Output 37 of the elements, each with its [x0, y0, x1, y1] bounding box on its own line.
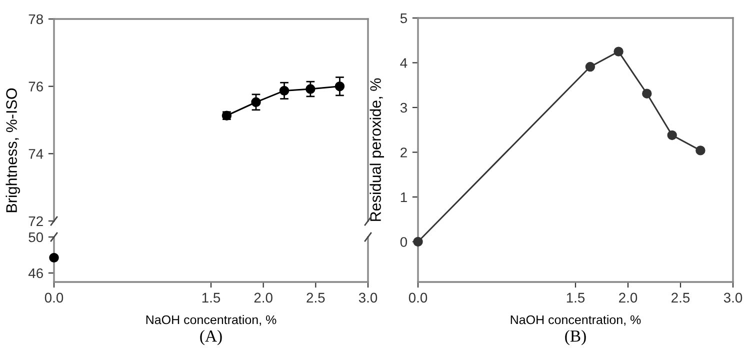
x-tick-label: 3.0	[358, 292, 378, 303]
x-tick-label: 1.5	[566, 292, 585, 303]
point	[251, 97, 261, 108]
point	[667, 130, 677, 140]
y-tick-label: 3	[400, 102, 407, 113]
point	[642, 88, 652, 98]
y-tick-label: 2	[400, 148, 407, 158]
x-tick-label: 2.5	[672, 292, 690, 303]
text: (B)	[565, 330, 586, 346]
point	[585, 62, 596, 72]
x-tick-label: 1.5	[202, 292, 220, 303]
y-tick-label: 50	[28, 232, 44, 242]
point	[279, 86, 290, 96]
y-tick-label: 0	[400, 237, 408, 247]
y-tick-label: 72	[28, 216, 43, 226]
x-tick-label: 0.0	[408, 292, 428, 303]
y-axis-title: Brightness, %-ISO	[6, 88, 20, 212]
y-tick-label: 5	[400, 13, 407, 24]
y-tick-label: 46	[28, 268, 43, 278]
x-axis-title: NaOH concentration, %	[146, 315, 276, 326]
point	[696, 146, 706, 156]
x-tick-label: 2.0	[619, 292, 638, 303]
y-axis-title: Residual peroxide, %	[370, 78, 384, 221]
x-tick-label: 0.0	[44, 292, 64, 303]
y-tick-label: 76	[28, 82, 43, 92]
x-tick-label: 3.0	[724, 292, 742, 303]
point	[334, 81, 345, 92]
y-tick-label: 78	[28, 14, 43, 24]
point	[614, 46, 624, 56]
x-tick-label: 2.5	[306, 292, 325, 303]
text: (A)	[200, 330, 222, 346]
y-tick-label: 1	[400, 192, 407, 202]
x-tick-label: 2.0	[254, 292, 272, 303]
y-tick-label: 74	[28, 149, 44, 159]
point	[306, 84, 316, 94]
y-tick-label: 4	[400, 58, 408, 68]
x-axis-title: NaOH concentration, %	[510, 315, 641, 326]
